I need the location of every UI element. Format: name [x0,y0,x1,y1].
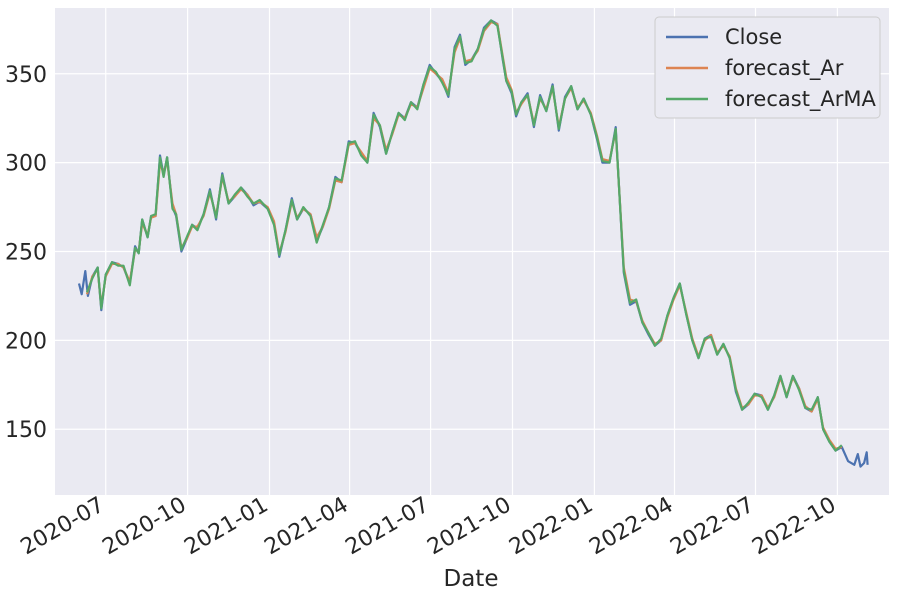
series-line-forecast-arma [85,19,843,452]
y-tick-label: 350 [5,63,47,88]
grid-lines [55,8,889,495]
x-axis-ticks: 2020-072020-102021-012021-042021-072021-… [17,493,841,561]
x-tick-label: 2022-01 [505,493,597,561]
legend-label-close: Close [725,25,782,49]
x-tick-label: 2022-04 [585,493,677,561]
x-axis-title: Date [444,566,499,592]
x-tick-label: 2020-07 [17,493,109,561]
x-tick-label: 2022-07 [666,493,758,561]
y-axis-ticks: 150 200 250 300 350 [5,63,47,443]
y-tick-label: 250 [5,241,47,266]
y-tick-label: 300 [5,152,47,177]
x-tick-label: 2021-04 [261,493,353,561]
legend: Close forecast_Ar forecast_ArMA [654,16,881,119]
x-tick-label: 2021-07 [342,493,434,561]
legend-label-forecast-ar: forecast_Ar [725,56,844,81]
x-tick-label: 2021-10 [423,493,515,561]
legend-label-forecast-arma: forecast_ArMA [725,87,877,112]
y-tick-label: 200 [5,329,47,354]
legend-box [654,16,881,119]
x-tick-label: 2021-01 [180,493,272,561]
y-tick-label: 150 [5,418,47,443]
series-lines [77,19,869,468]
x-tick-label: 2022-10 [748,493,840,561]
x-tick-label: 2020-10 [99,493,191,561]
